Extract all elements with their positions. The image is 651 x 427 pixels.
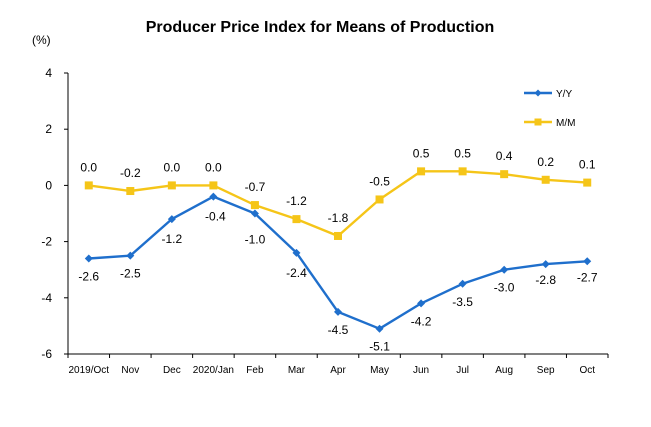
x-tick-label: May [370, 365, 389, 376]
data-label-y-y: -2.6 [78, 269, 99, 283]
data-label-y-y: -1.0 [245, 233, 266, 247]
x-tick-label: Jun [413, 365, 429, 376]
x-tick-label: Sep [537, 365, 555, 376]
data-point-y-y [500, 265, 509, 274]
y-tick-label: 2 [45, 122, 52, 136]
data-labels: 0.0 -0.2 0.0 0.0 -0.7 -1.2 -1.8 -0.5 0.5 0.5 0.4 0.… [78, 146, 597, 353]
data-point-m-m [250, 201, 259, 210]
data-label-m-m: -0.2 [120, 166, 141, 180]
data-label-y-y: -4.5 [328, 323, 349, 337]
data-label-m-m: 0.5 [454, 146, 471, 160]
data-label-m-m: -1.2 [286, 194, 307, 208]
data-label-m-m: 0.0 [164, 160, 181, 174]
series-layer [84, 167, 592, 333]
chart-title: Producer Price Index for Means of Produc… [146, 19, 495, 36]
x-tick-label: 2019/Oct [68, 365, 109, 376]
x-tick-label: Jul [456, 365, 469, 376]
data-point-y-y [167, 215, 176, 224]
data-label-y-y: -3.5 [452, 295, 473, 309]
data-point-y-y [209, 192, 218, 201]
data-label-y-y: -2.5 [120, 267, 141, 281]
data-point-y-y [126, 251, 135, 260]
data-label-y-y: -2.8 [535, 273, 556, 287]
data-label-y-y: -2.4 [286, 266, 307, 280]
data-label-y-y: -1.2 [162, 232, 183, 246]
data-point-y-y [583, 257, 592, 266]
y-tick-label: 4 [45, 66, 52, 80]
data-point-y-y [292, 248, 301, 257]
axes: 4 2 0 -2 -4 -6 2019/Oct Nov Dec 2020/Jan Feb Mar Apr… [41, 66, 609, 376]
data-point-m-m [84, 181, 93, 190]
data-label-m-m: -0.7 [245, 180, 266, 194]
data-label-m-m: 0.0 [205, 160, 222, 174]
data-point-m-m [583, 178, 592, 187]
x-tick-label: 2020/Jan [193, 365, 234, 376]
data-point-m-m [209, 181, 218, 190]
legend: Y/Y M/M [524, 89, 575, 129]
data-point-y-y [417, 299, 426, 308]
data-point-m-m [458, 167, 467, 176]
data-label-m-m: 0.1 [579, 158, 596, 172]
data-label-m-m: 0.0 [80, 160, 97, 174]
y-tick-label: 0 [45, 178, 52, 192]
x-tick-label: Oct [579, 365, 595, 376]
data-label-y-y: -3.0 [494, 281, 515, 295]
x-tick-label: Aug [495, 365, 513, 376]
data-point-y-y [250, 209, 259, 218]
data-point-m-m [417, 167, 426, 176]
data-point-m-m [541, 175, 550, 184]
data-label-m-m: -0.5 [369, 174, 390, 188]
data-point-m-m [292, 215, 301, 224]
data-label-m-m: 0.2 [537, 155, 554, 169]
data-point-m-m [167, 181, 176, 190]
x-tick-label: Nov [121, 365, 139, 376]
data-label-m-m: -1.8 [328, 211, 349, 225]
x-tick-label: Dec [163, 365, 181, 376]
legend-swatch-marker [534, 118, 542, 126]
data-label-y-y: -0.4 [205, 210, 226, 224]
y-tick-label: -4 [41, 291, 52, 305]
legend-label: Y/Y [556, 89, 572, 100]
data-label-y-y: -2.7 [577, 270, 598, 284]
data-point-m-m [500, 170, 509, 179]
data-point-m-m [126, 187, 135, 196]
data-label-m-m: 0.4 [496, 149, 513, 163]
data-label-y-y: -4.2 [411, 314, 432, 328]
data-label-m-m: 0.5 [413, 146, 430, 160]
legend-swatch-marker [534, 89, 542, 97]
data-point-y-y [458, 279, 467, 288]
data-label-y-y: -5.1 [369, 340, 390, 354]
data-point-m-m [334, 231, 342, 240]
data-point-y-y [84, 254, 93, 263]
y-tick-label: -6 [41, 347, 52, 361]
x-tick-label: Apr [330, 365, 346, 376]
data-point-y-y [375, 324, 384, 333]
y-tick-label: -2 [41, 235, 52, 249]
x-tick-label: Feb [246, 365, 264, 376]
legend-label: M/M [556, 118, 575, 129]
data-point-y-y [334, 307, 342, 316]
data-point-y-y [541, 260, 550, 269]
y-unit-label: (%) [32, 33, 51, 47]
data-point-m-m [375, 195, 384, 204]
x-tick-label: Mar [288, 365, 306, 376]
